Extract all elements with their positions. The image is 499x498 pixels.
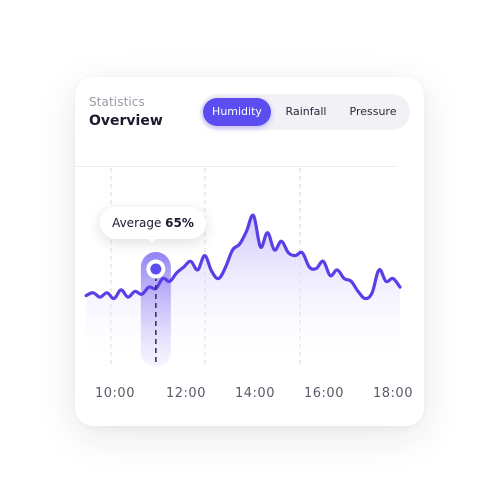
- x-tick-label: 10:00: [95, 386, 135, 401]
- tab-rainfall[interactable]: Rainfall: [285, 105, 327, 118]
- metric-tabs: Humidity Rainfall Pressure: [200, 94, 410, 130]
- average-tooltip: Average 65%: [100, 207, 206, 239]
- card-subtitle: Statistics: [89, 95, 145, 109]
- highlight-point-inner: [150, 263, 162, 275]
- tab-pressure[interactable]: Pressure: [349, 105, 397, 118]
- header-divider: [75, 166, 397, 167]
- card-title: Overview: [89, 113, 163, 129]
- tab-humidity[interactable]: Humidity: [203, 98, 271, 126]
- statistics-card: Statistics Overview Humidity Rainfall Pr…: [75, 77, 424, 426]
- tooltip-arrow: [146, 236, 158, 243]
- x-tick-label: 18:00: [373, 386, 413, 401]
- tooltip-value: 65%: [165, 216, 194, 230]
- humidity-line: [84, 213, 402, 301]
- x-tick-label: 14:00: [235, 386, 275, 401]
- x-tick-label: 16:00: [304, 386, 344, 401]
- x-tick-label: 12:00: [166, 386, 206, 401]
- highlight-pill: [140, 252, 171, 367]
- tooltip-label: Average: [112, 216, 166, 230]
